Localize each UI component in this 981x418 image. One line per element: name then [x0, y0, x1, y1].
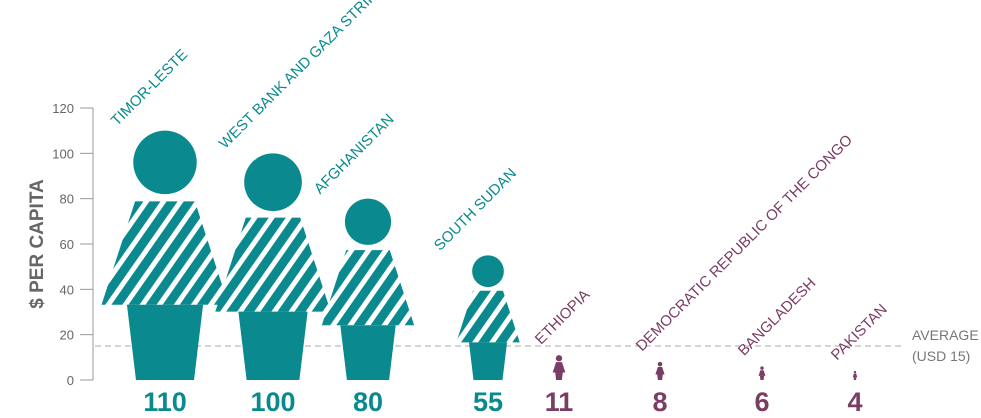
y-tick-label: 20: [60, 328, 74, 343]
country-label: DEMOCRATIC REPUBLIC OF THE CONGO: [633, 132, 856, 355]
y-tick-label: 60: [60, 237, 74, 252]
value-label: 80: [353, 387, 383, 417]
figure-legs: [468, 342, 508, 380]
figure-torso: [552, 362, 566, 373]
figure-3: [456, 255, 520, 380]
figure-7: [852, 370, 858, 380]
country-label: AFGHANISTAN: [311, 111, 398, 198]
country-label: PAKISTAN: [828, 301, 891, 364]
figure-legs: [853, 377, 857, 380]
figure-torso: [215, 217, 331, 312]
figure-head: [344, 198, 392, 245]
figure-0: [101, 130, 229, 380]
value-label: 55: [473, 387, 503, 417]
figure-head: [555, 355, 563, 362]
average-label: AVERAGE: [912, 327, 979, 343]
figure-6: [758, 366, 766, 380]
figure-head: [472, 255, 504, 288]
figure-torso: [321, 250, 415, 326]
figure-head: [853, 370, 857, 374]
value-label: 110: [143, 387, 187, 417]
figure-head: [133, 130, 197, 195]
country-label: ETHIOPIA: [532, 286, 594, 348]
figure-torso: [758, 370, 766, 376]
figure-head: [760, 366, 764, 370]
figure-legs: [759, 375, 765, 380]
value-labels: 110 100 80 55 11 8 6 4: [143, 387, 862, 417]
value-label: 8: [652, 387, 667, 417]
figure-2: [321, 198, 415, 380]
y-tick-label: 0: [67, 373, 74, 388]
figure-4: [552, 355, 566, 380]
value-label: 6: [754, 387, 769, 417]
figure-legs: [657, 374, 663, 380]
y-tick-label: 100: [52, 146, 74, 161]
figure-5: [655, 361, 665, 380]
figure-1: [215, 153, 331, 380]
average-value-label: (USD 15): [912, 348, 970, 364]
country-label: TIMOR-LESTE: [108, 46, 191, 129]
figure-head: [244, 153, 302, 212]
y-axis-title: $ PER CAPITA: [27, 179, 48, 309]
value-label: 100: [250, 387, 295, 417]
figure-legs: [340, 325, 396, 380]
y-tick-label: 120: [52, 101, 74, 116]
value-label: 11: [545, 387, 574, 417]
figure-torso: [655, 367, 665, 375]
value-label: 4: [847, 387, 862, 417]
y-ticks: 0 20 40 60 80 100 120: [52, 101, 93, 388]
figure-legs: [126, 304, 204, 380]
country-label: WEST BANK AND GAZA STRIP: [216, 0, 380, 152]
figure-torso: [852, 373, 858, 378]
figure-legs: [555, 372, 563, 380]
figure-torso: [101, 201, 229, 305]
figures: [101, 130, 858, 380]
figure-head: [657, 361, 663, 367]
y-tick-label: 40: [60, 282, 74, 297]
country-label: SOUTH SUDAN: [431, 165, 520, 254]
figure-legs: [238, 311, 308, 380]
y-tick-label: 80: [60, 192, 74, 207]
figure-torso: [456, 290, 520, 343]
